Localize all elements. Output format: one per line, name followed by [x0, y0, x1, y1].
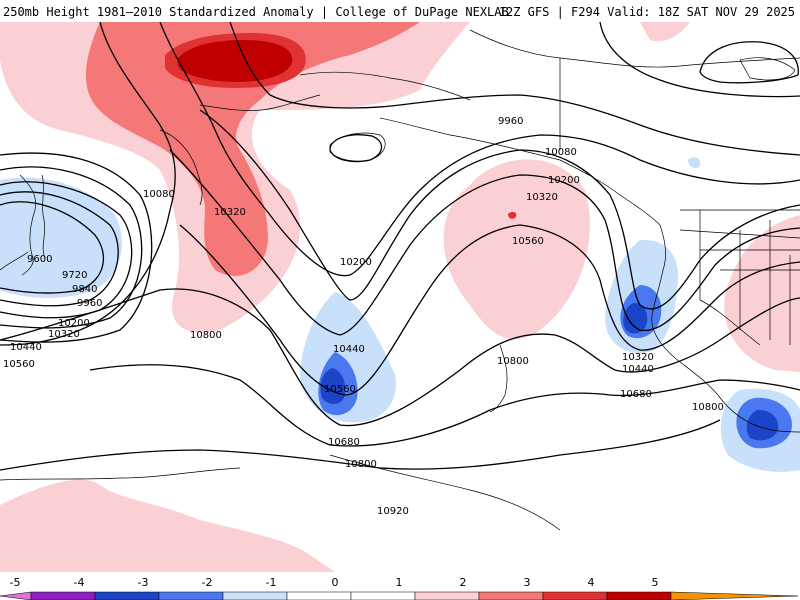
colorbar-tick-label: 3: [524, 576, 531, 589]
contour-label-10200-west: 10200: [58, 318, 90, 329]
map-title: 250mb Height 1981–2010 Standardized Anom…: [3, 5, 509, 19]
colorbar-tick-label: 0: [332, 576, 339, 589]
colorbar-segment: [94, 591, 160, 600]
colorbar-segment: [286, 591, 352, 600]
contour-label-10320-east: 10320: [526, 192, 558, 203]
colorbar-ticks: -5 -4 -3 -2 -1 0 1 2 3 4 5: [10, 576, 659, 589]
colorbar-tick-label: -1: [266, 576, 277, 589]
height-contours: [0, 22, 800, 471]
colorbar-segment: [414, 591, 480, 600]
colorbar-tick-label: 4: [588, 576, 595, 589]
colorbar-segment: [30, 591, 96, 600]
colorbar-left-tip: [0, 591, 32, 600]
contour-label-10560-mid: 10560: [324, 384, 356, 395]
contour-label-10440-west: 10440: [10, 342, 42, 353]
colorbar: -5 -4 -3 -2 -1 0 1 2 3 4 5: [0, 576, 799, 600]
contour-label-10200-east: 10200: [548, 175, 580, 186]
colorbar-segment: [542, 591, 608, 600]
contour-label-10680-east: 10680: [620, 389, 652, 400]
contour-label-10560-west: 10560: [3, 359, 35, 370]
colorbar-segment: [478, 591, 544, 600]
contour-label-10080-east: 10080: [545, 147, 577, 158]
anomaly-map: 9600 9720 9840 9960 9960 10080 10080 102…: [0, 22, 800, 572]
colorbar-segment: [350, 591, 416, 600]
colorbar-tick-label: 1: [396, 576, 403, 589]
contour-label-10320-trough: 10320: [622, 352, 654, 363]
contour-label-10080-west: 10080: [143, 189, 175, 200]
contour-label-10320-west: 10320: [48, 329, 80, 340]
contour-label-10800-mid: 10800: [345, 459, 377, 470]
contour-label-10800-west: 10800: [190, 330, 222, 341]
contour-label-9960-west: 9960: [77, 298, 102, 309]
colorbar-tick-label: -2: [202, 576, 213, 589]
anomaly-shading: [0, 22, 800, 572]
colorbar-segment: [222, 591, 288, 600]
contour-label-10440-mid: 10440: [333, 344, 365, 355]
colorbar-tick-label: -3: [138, 576, 149, 589]
contour-label-10800-center: 10800: [497, 356, 529, 367]
coastlines: [0, 29, 800, 531]
contour-label-10800-east: 10800: [692, 402, 724, 413]
contour-label-9600: 9600: [27, 254, 52, 265]
contour-label-9720: 9720: [62, 270, 87, 281]
colorbar-segment: [158, 591, 224, 600]
contour-label-10920: 10920: [377, 506, 409, 517]
colorbar-tick-label: 2: [460, 576, 467, 589]
model-run-info: 12Z GFS | F294 Valid: 18Z SAT NOV 29 202…: [498, 5, 795, 19]
contour-labels: 9600 9720 9840 9960 9960 10080 10080 102…: [3, 116, 724, 517]
contour-label-10560-east: 10560: [512, 236, 544, 247]
colorbar-right-tip: [670, 591, 799, 600]
contour-label-9840: 9840: [72, 284, 97, 295]
colorbar-segment: [606, 591, 672, 600]
contour-label-10440-trough: 10440: [622, 364, 654, 375]
colorbar-segments: [0, 591, 799, 600]
colorbar-tick-label: 5: [652, 576, 659, 589]
header: 250mb Height 1981–2010 Standardized Anom…: [0, 0, 800, 22]
colorbar-tick-label: -4: [74, 576, 85, 589]
colorbar-tick-label: -5: [10, 576, 21, 589]
contour-label-10680-mid: 10680: [328, 437, 360, 448]
contour-label-10320-mid: 10320: [214, 207, 246, 218]
contour-label-10200-mid: 10200: [340, 257, 372, 268]
contour-label-9960-north: 9960: [498, 116, 523, 127]
